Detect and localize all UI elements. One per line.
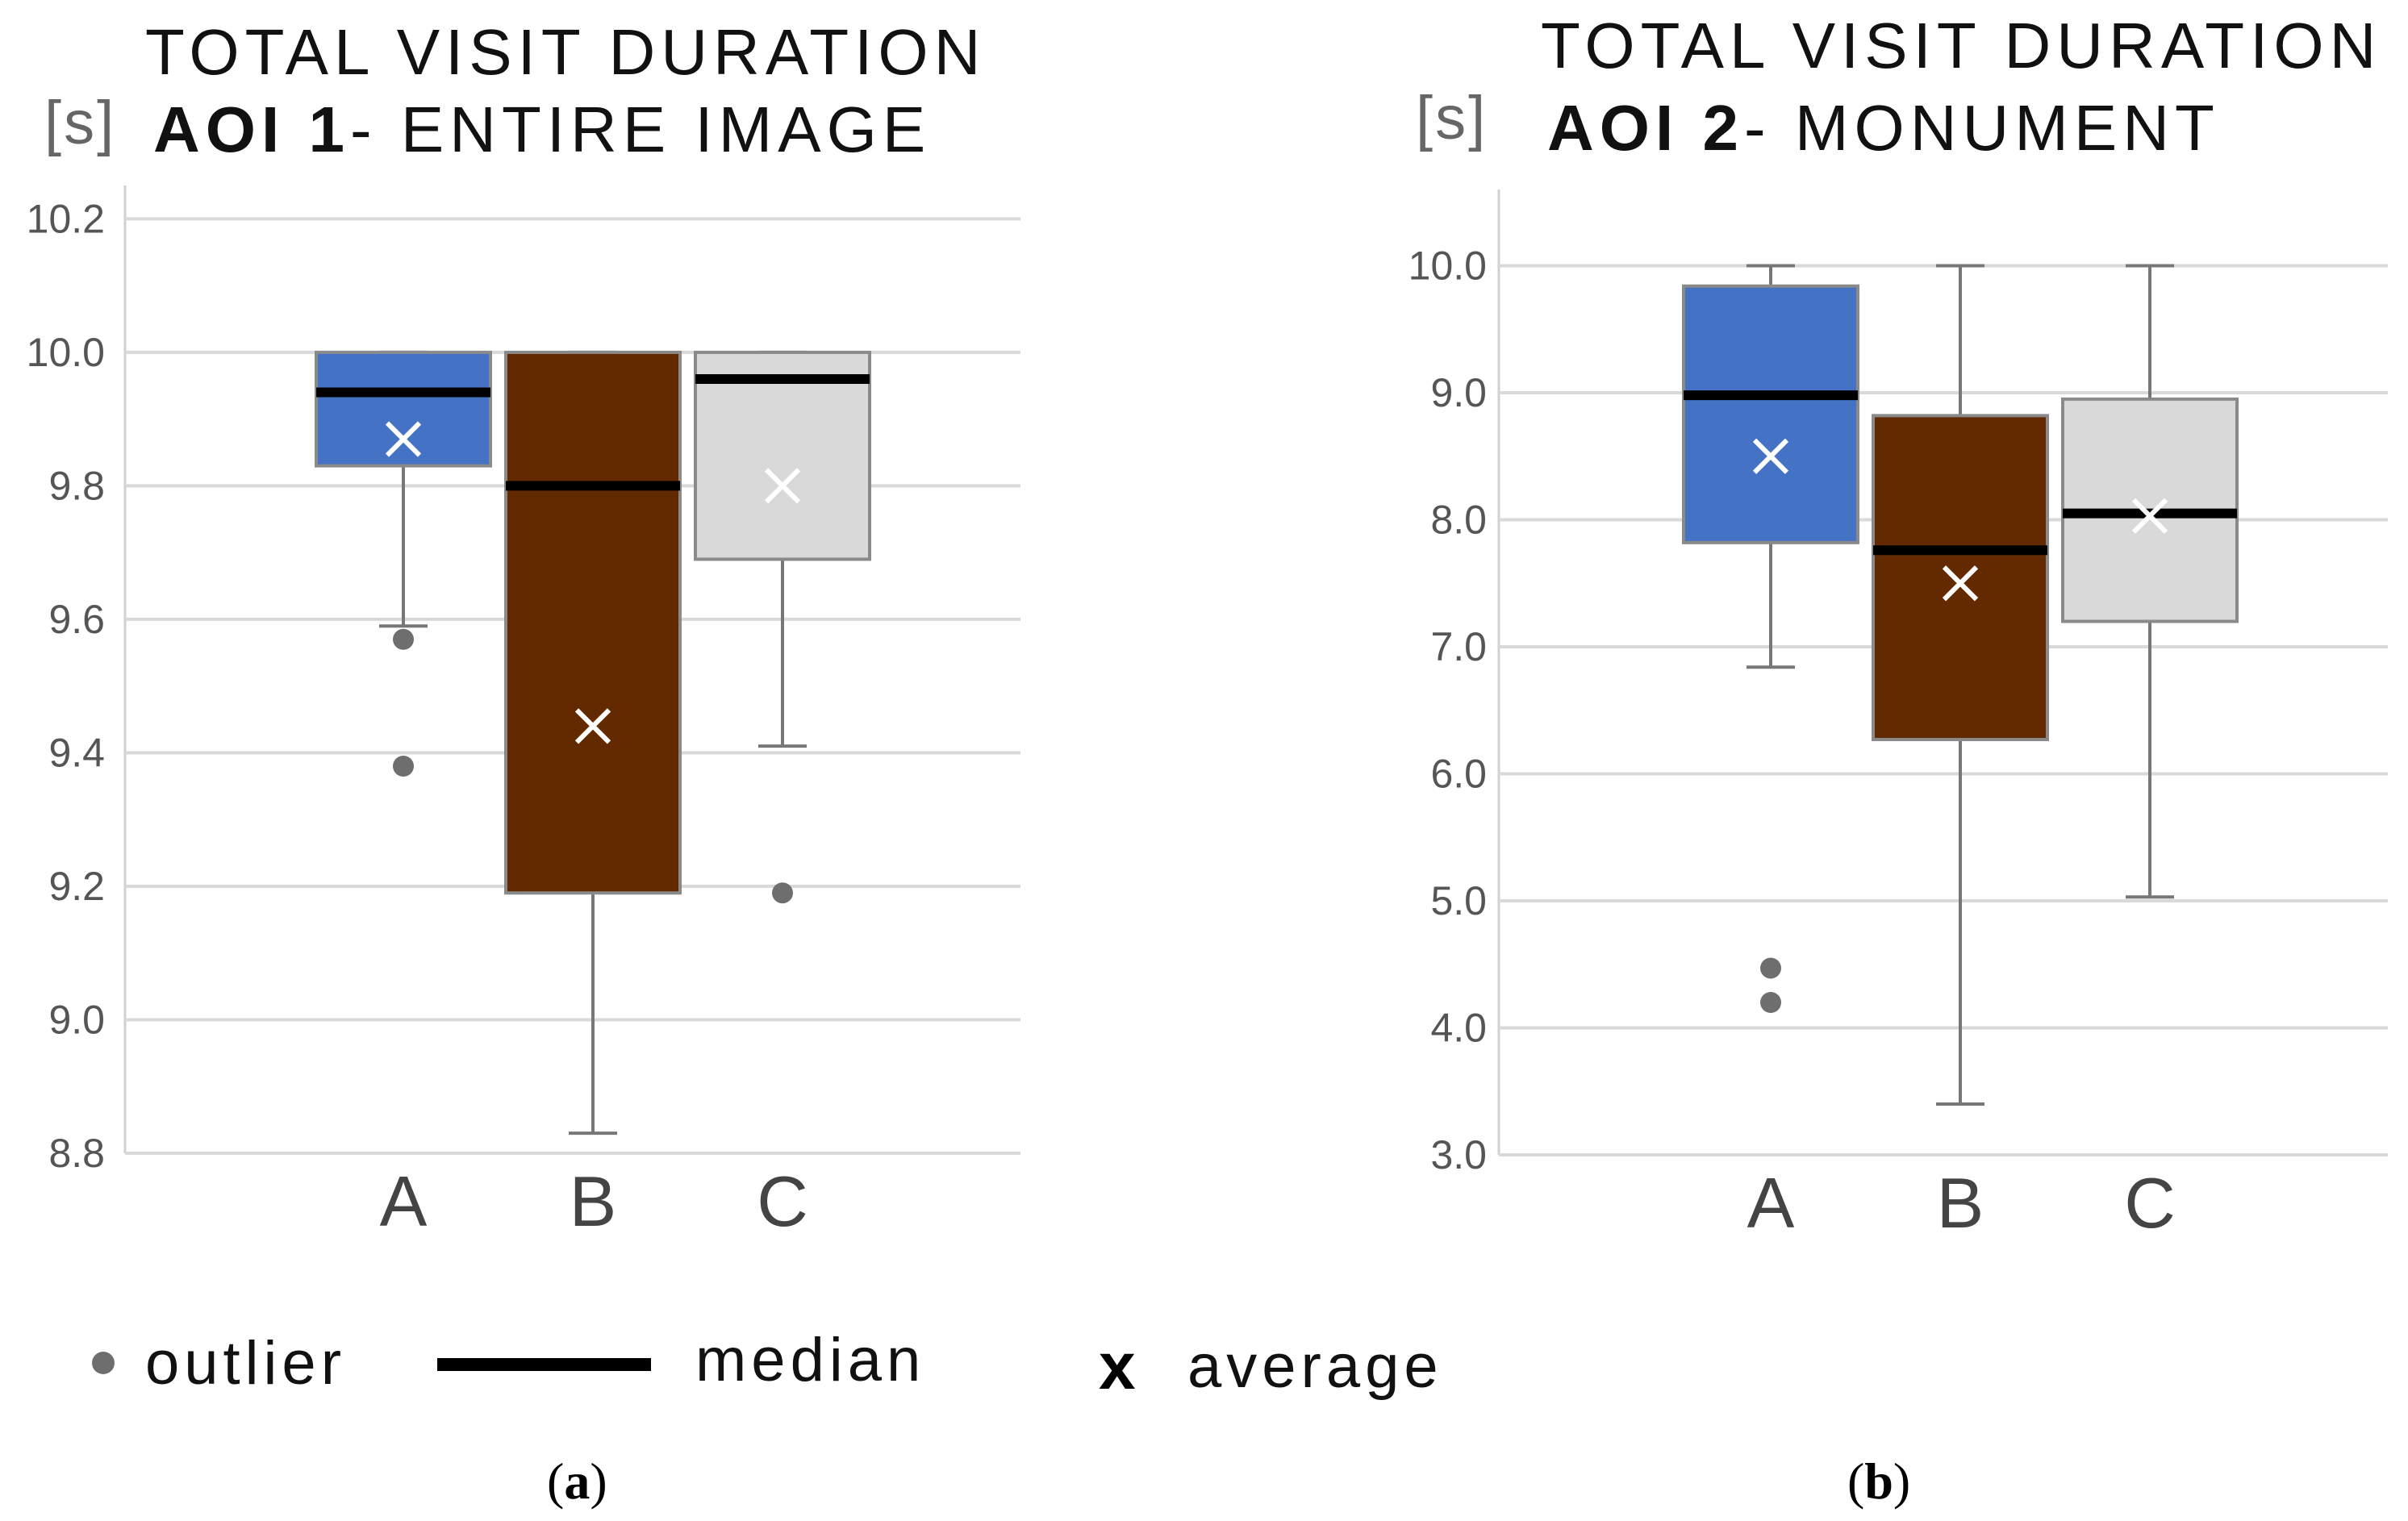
panel-b-outlier-a [1760,957,1781,979]
panel-b-title-rest: - MONUMENT [1744,92,2220,164]
panel-b-x-tick-label-a: A [1747,1163,1795,1243]
panel-b-outlier-a [1760,992,1781,1013]
panel-a-box-c [694,350,871,561]
panel-b-y-tick-label: 9.0 [1430,370,1487,415]
panel-b-caption-letter: b [1864,1452,1893,1510]
legend: outlier median x average [92,1326,1443,1403]
legend-outlier-label: outlier [145,1329,346,1398]
panel-a-y-tick-label: 8.8 [48,1131,105,1176]
panel-b-plot: 3.0 4.0 5.0 6.0 7.0 8.0 9.0 10.0 A B C [1408,190,2388,1243]
legend-median-marker [437,1358,651,1371]
panel-a-y-tick-label: 9.8 [48,463,105,508]
legend-average-label: average [1187,1332,1443,1401]
panel-b-title-aoi: AOI 2 [1547,92,1744,164]
panel-b-y-tick-label: 7.0 [1430,624,1487,669]
panel-b-box-group-c [2061,264,2239,899]
panel-a-y-tick-label: 10.0 [27,330,105,375]
panel-a-y-tick-label: 9.6 [48,597,105,642]
panel-a-caption-letter: a [564,1452,590,1510]
panel-a-y-tick-label: 10.2 [27,196,105,241]
panel-a-y-tick-label: 9.2 [48,864,105,909]
panel-a-title-rest: - ENTIRE IMAGE [350,94,931,165]
panel-a-box-b [504,350,682,895]
panel-a-y-tick-label: 9.0 [48,997,105,1042]
panel-a-title-line1: TOTAL VISIT DURATION [145,16,986,88]
panel-a-mean-marker-a [385,421,422,457]
panel-b-caption: (b) [1847,1452,1910,1510]
panel-a-title-line2: AOI 1- ENTIRE IMAGE [153,94,931,165]
panel-a-x-tick-label-b: B [570,1161,617,1241]
panel-a-box-group-b [504,350,682,1136]
panel-b-x-tick-label-b: B [1937,1163,1984,1243]
panel-b-y-tick-label: 10.0 [1408,244,1487,289]
panel-a-title-aoi: AOI 1 [153,94,350,165]
panel-a-outlier-a [393,628,414,650]
legend-median-label: median [695,1326,925,1394]
panel-a-mean-marker-b [574,708,611,744]
panel-b-y-tick-label: 3.0 [1430,1132,1487,1177]
panel-a-unit-label: [s] [44,89,116,157]
panel-b-title-line2: AOI 2- MONUMENT [1547,92,2220,164]
panel-a-mean-marker-c [764,468,801,504]
panel-b-y-tick-label: 5.0 [1430,878,1487,923]
panel-a-x-tick-label-a: A [380,1161,428,1241]
panel-b-title-line1: TOTAL VISIT DURATION [1541,10,2381,81]
panel-b-box-group-a [1682,264,1859,1013]
panel-a-outlier-a [393,756,414,777]
panel-a-box-group-c [694,350,871,904]
panel-b-title: TOTAL VISIT DURATION [s] AOI 2- MONUMENT [1416,10,2381,164]
panel-b-unit-label: [s] [1416,84,1488,152]
panel-a-title: TOTAL VISIT DURATION [s] AOI 1- ENTIRE I… [44,16,986,165]
panel-b-y-tick-label: 4.0 [1430,1006,1487,1051]
panel-a-box-a [315,350,492,468]
panel-b-mean-marker-a [1752,438,1789,474]
legend-outlier-marker [92,1352,115,1374]
panel-b-y-tick-label: 6.0 [1430,752,1487,797]
panel-b-x-tick-label-c: C [2124,1163,2176,1243]
panel-b-mean-marker-b [1942,565,1979,602]
panel-b-y-tick-label: 8.0 [1430,498,1487,543]
panel-a-x-tick-label-c: C [757,1161,808,1241]
panel-b-mean-marker-c [2131,498,2168,534]
legend-average-marker: x [1099,1330,1136,1403]
panel-b-box-b [1872,414,2049,741]
panel-a-plot: 8.8 9.0 9.2 9.4 9.6 9.8 10.0 10.2 A B C [27,185,1020,1241]
panel-b-box-a [1682,284,1859,544]
panel-a-caption: (a) [547,1452,607,1510]
panel-a-outlier-c [772,882,793,904]
panel-b-box-group-b [1872,264,2049,1106]
panel-a-box-group-a [315,350,492,777]
panel-a-y-tick-label: 9.4 [48,730,105,775]
